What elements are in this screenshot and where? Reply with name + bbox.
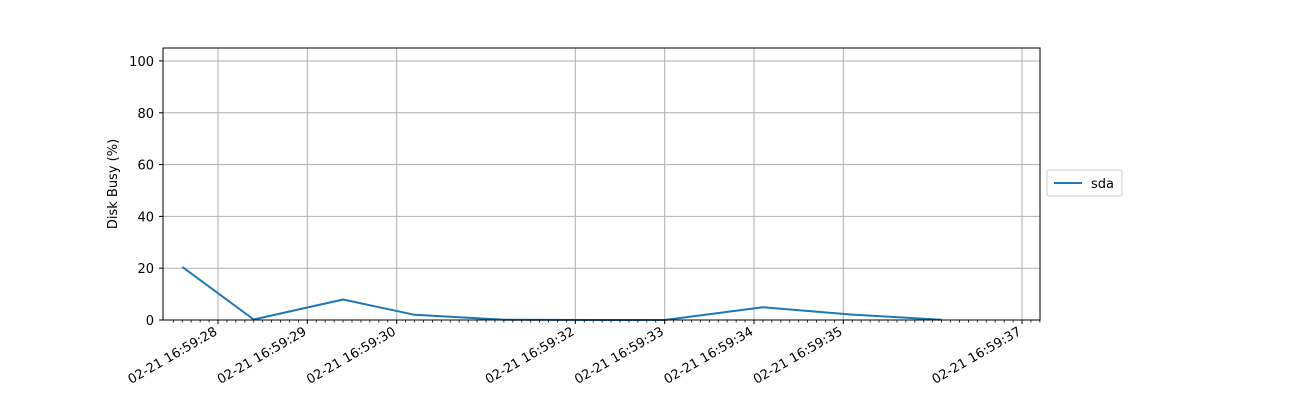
y-tick-label: 80 — [137, 107, 154, 122]
x-tick-label: 02-21 16:59:37 — [930, 324, 1024, 387]
x-tick-label: 02-21 16:59:35 — [751, 324, 845, 387]
legend: sda — [1046, 169, 1123, 197]
y-tick-label: 40 — [137, 210, 154, 225]
x-tick-label: 02-21 16:59:32 — [483, 324, 577, 387]
x-tick-label: 02-21 16:59:33 — [572, 324, 666, 387]
y-tick-label: 20 — [137, 262, 154, 277]
series-line-sda — [181, 266, 942, 321]
y-tick-label: 0 — [146, 314, 154, 329]
y-axis: 0 20 40 60 80 100 — [129, 55, 163, 329]
series-layer — [181, 266, 942, 321]
y-tick-label: 100 — [129, 55, 154, 70]
x-tick-label: 02-21 16:59:29 — [215, 324, 309, 387]
x-tick-label: 02-21 16:59:28 — [126, 324, 220, 387]
x-tick-label: 02-21 16:59:34 — [662, 324, 756, 387]
grid-layer — [163, 48, 1040, 321]
x-tick-label: 02-21 16:59:30 — [304, 324, 398, 387]
legend-box — [1046, 169, 1123, 197]
legend-label-sda: sda — [1091, 177, 1114, 192]
y-axis-label: Disk Busy (%) — [106, 139, 121, 229]
plot-frame — [162, 47, 1041, 321]
y-tick-label: 60 — [137, 159, 154, 174]
